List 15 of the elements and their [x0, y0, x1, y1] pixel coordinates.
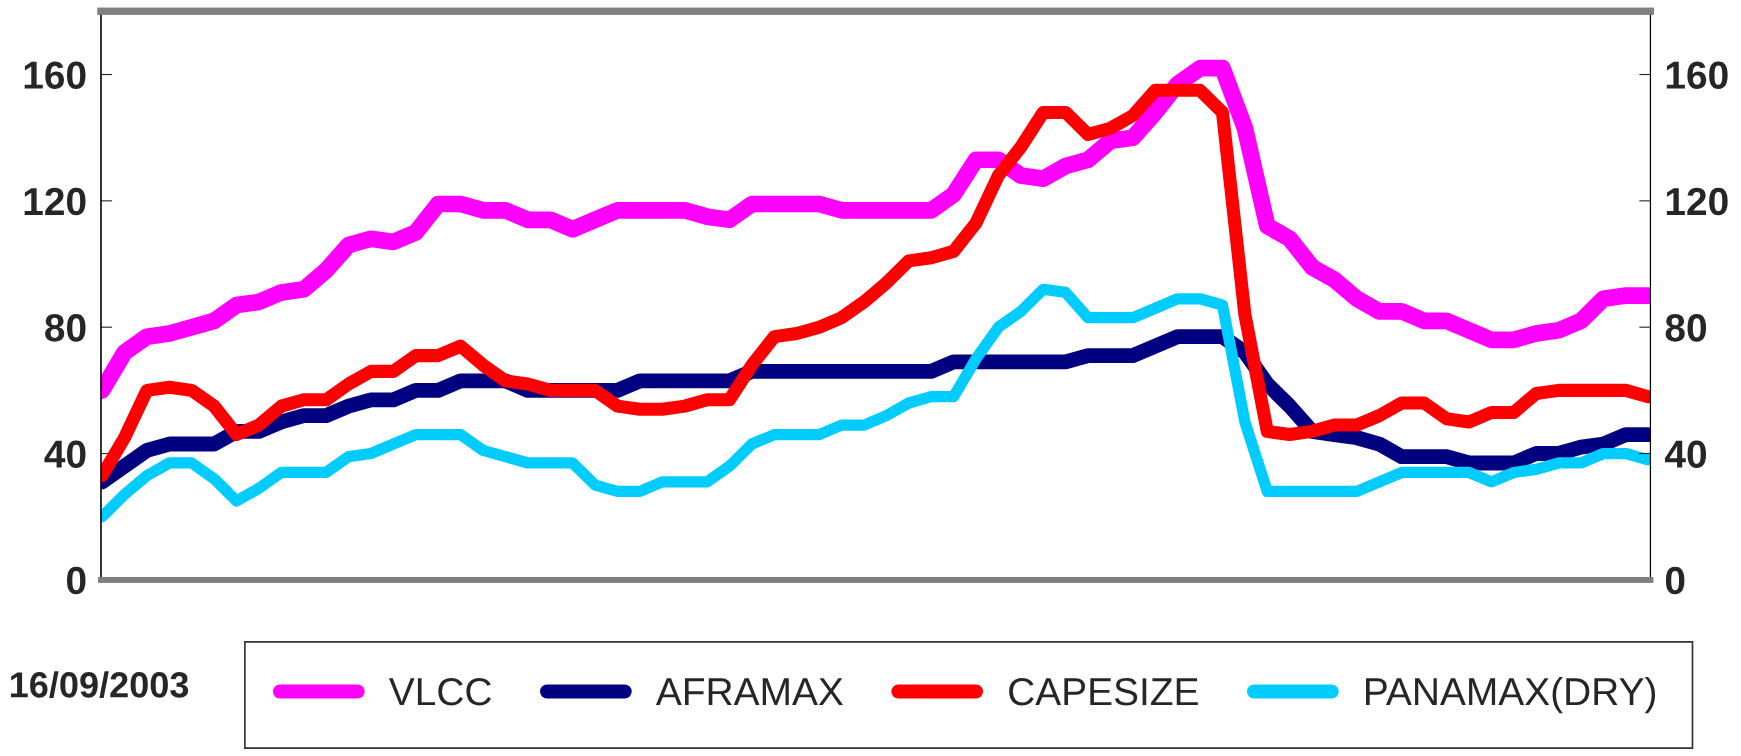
y2-tick-label: 80 — [1665, 314, 1707, 342]
y2-tick-label: 120 — [1666, 187, 1728, 216]
y2-tick-label: 40 — [1664, 440, 1707, 468]
y-tick-label: 120 — [24, 187, 86, 216]
y2-tick-label: 0 — [1665, 566, 1685, 595]
y2-tick-label: 160 — [1666, 61, 1728, 89]
legend-label: PANAMAX(DRY) — [1366, 676, 1656, 714]
legend-label: AFRAMAX — [655, 678, 844, 706]
y-tick-label: 160 — [24, 61, 86, 89]
legend-label: CAPESIZE — [1009, 677, 1198, 706]
text: 16/09/2003 — [10, 671, 189, 699]
legend-label: VLCC — [388, 677, 492, 706]
y-tick-label: 0 — [67, 566, 86, 595]
y-tick-label: 40 — [44, 440, 86, 468]
y-tick-label: 80 — [45, 314, 86, 342]
